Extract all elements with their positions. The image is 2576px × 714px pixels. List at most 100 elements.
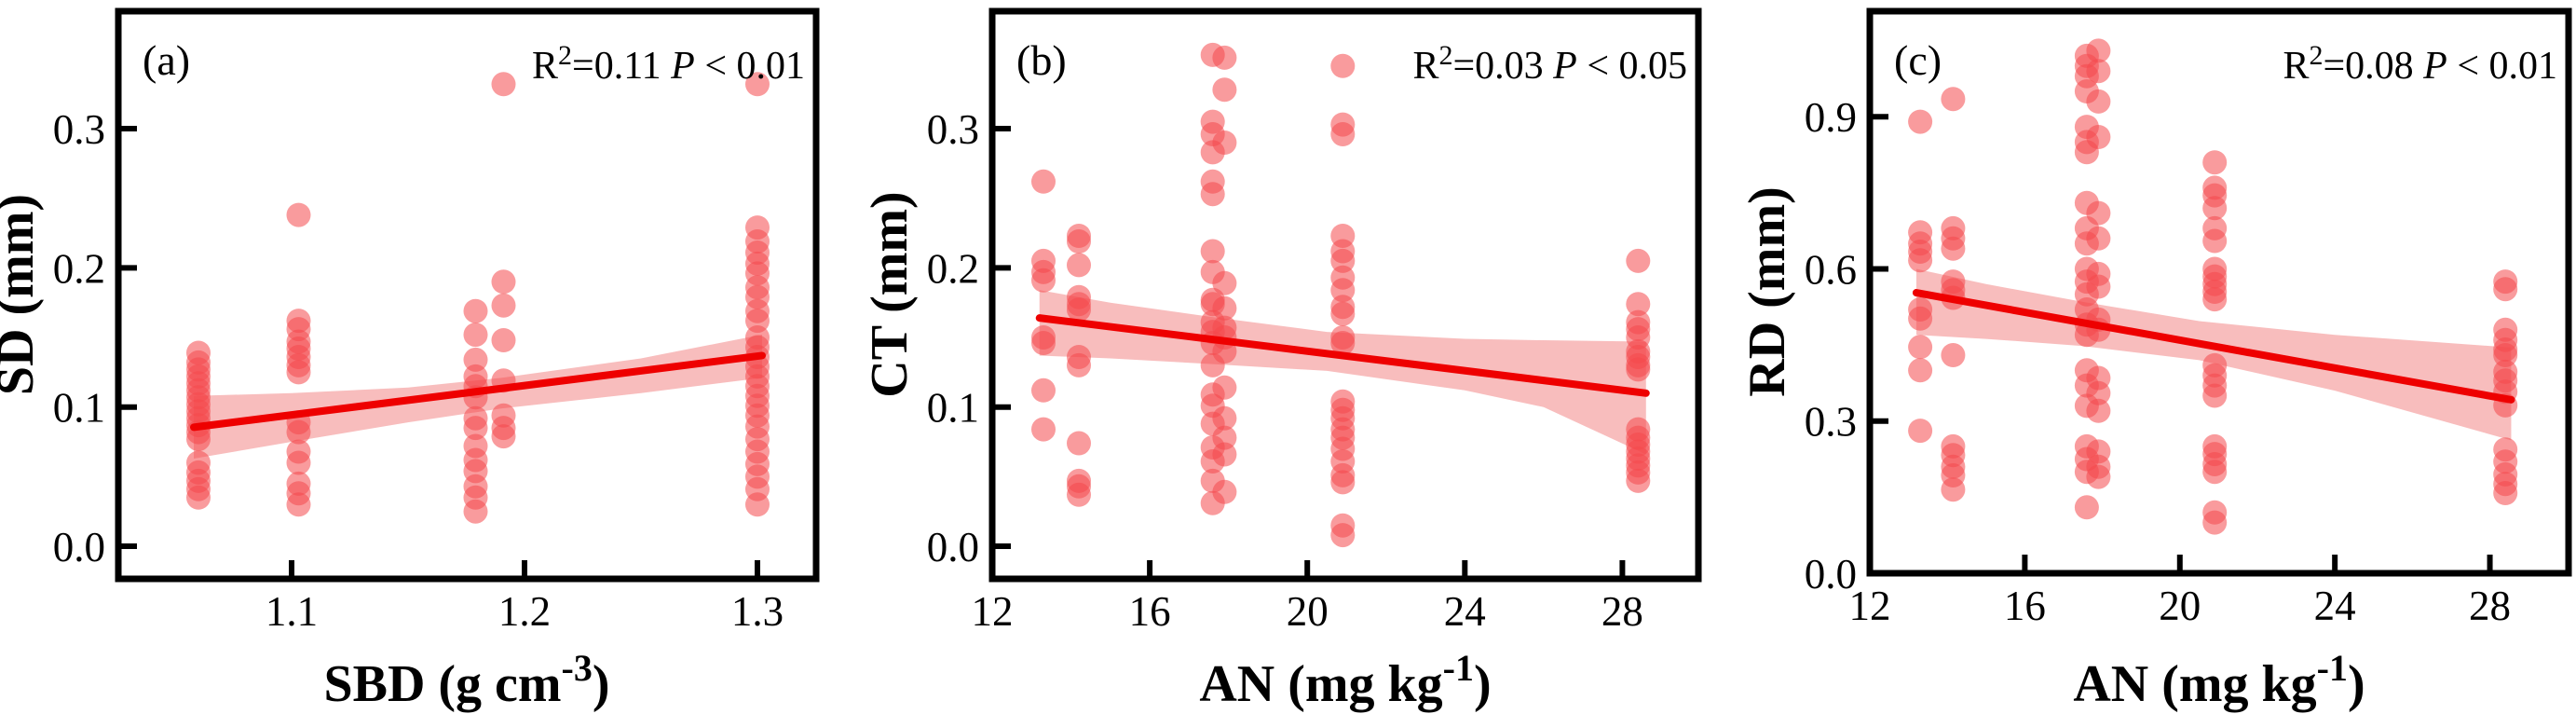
stats-annotation: R2=0.11 P < 0.01 [532, 40, 805, 88]
data-point [1330, 301, 1356, 326]
data-point [2086, 200, 2111, 226]
data-point [2086, 125, 2111, 149]
data-point [2202, 460, 2228, 485]
data-point [1330, 53, 1356, 78]
data-point [1031, 378, 1056, 403]
data-point [186, 427, 211, 452]
data-point [286, 202, 311, 227]
y-tick-label: 0.3 [53, 106, 105, 153]
y-tick-label: 0.3 [1805, 399, 1857, 446]
panel-label: (a) [143, 36, 190, 84]
panel-b-plot-area: 12 16 20 24 28 0.0 0.1 0.2 0.3 [927, 7, 1702, 635]
x-tick-label: 12 [972, 588, 1014, 635]
regression-line [1035, 314, 1650, 397]
data-point [1626, 468, 1651, 493]
data-point [1031, 169, 1056, 194]
data-point [463, 499, 488, 524]
data-point [463, 298, 488, 323]
data-point [1212, 270, 1237, 295]
data-point [1908, 109, 1933, 134]
data-point [1031, 331, 1056, 355]
data-point [491, 328, 516, 352]
y-tick-label: 0.3 [927, 106, 979, 153]
x-tick-label: 16 [1129, 588, 1171, 635]
data-point [463, 416, 488, 441]
data-point [1626, 292, 1651, 317]
data-point [1941, 236, 1966, 261]
data-point [1330, 470, 1356, 495]
panel-label: (c) [1894, 36, 1942, 84]
data-point [1212, 295, 1237, 321]
data-point [1908, 306, 1933, 331]
y-tick-label: 0.9 [1805, 94, 1857, 141]
data-point [2086, 59, 2111, 84]
data-point [1330, 331, 1356, 355]
data-point [2202, 510, 2228, 535]
x-tick-label: 28 [1601, 588, 1643, 635]
y-axis-title: CT (mm) [861, 191, 919, 397]
data-point [2202, 150, 2228, 175]
data-point [745, 309, 770, 334]
data-point [1212, 375, 1237, 400]
data-point [1031, 417, 1056, 442]
data-point [1212, 45, 1237, 70]
data-point [1212, 442, 1237, 467]
panel-c-chart: 12 16 20 24 28 0.0 0.3 0.6 0.9 RD (mm) AN (mg kg… [1738, 7, 2572, 713]
data-point [1067, 297, 1091, 323]
plot-border [115, 7, 820, 583]
data-point [491, 269, 516, 295]
data-point [463, 323, 488, 348]
data-point [186, 485, 211, 510]
x-tick-label: 1.2 [498, 588, 551, 635]
data-point [745, 492, 770, 517]
data-point [2202, 383, 2228, 408]
data-point [491, 72, 516, 97]
data-point [1067, 253, 1091, 278]
regression-line [190, 351, 766, 432]
data-point [286, 450, 311, 475]
data-point [1031, 268, 1056, 293]
y-axis-title: RD (mm) [1738, 186, 1796, 396]
plot-border [1866, 7, 2572, 577]
panel-a-plot-area: 1.1 1.2 1.3 0.0 0.1 0.2 0.3 [53, 7, 820, 635]
data-point [2493, 481, 2518, 505]
stats-annotation: R2=0.03 P < 0.05 [1412, 40, 1687, 88]
x-tick-label: 24 [2314, 583, 2356, 629]
y-tick-label: 0.6 [1805, 246, 1857, 293]
plot-border [988, 7, 1702, 583]
y-axis-title: SD (mm) [0, 194, 45, 395]
data-point [1908, 248, 1933, 273]
data-point [2086, 89, 2111, 114]
data-point [1330, 248, 1356, 273]
data-point [2493, 343, 2518, 367]
data-point [1941, 87, 1966, 112]
data-point [2086, 464, 2111, 489]
x-axis-title: AN (mg kg-1) [1199, 647, 1491, 713]
data-point [1067, 229, 1091, 254]
data-point [1067, 431, 1091, 456]
data-point [491, 293, 516, 318]
data-point [1212, 130, 1237, 155]
x-tick-label: 20 [1287, 588, 1329, 635]
data-point [1067, 352, 1091, 378]
data-point [491, 424, 516, 449]
x-tick-label: 28 [2469, 583, 2511, 629]
x-axis-title: AN (mg kg-1) [2073, 647, 2365, 713]
data-point [1908, 335, 1933, 360]
y-tick-label: 0.1 [927, 385, 979, 432]
x-axis-title: SBD (g cm-3) [323, 647, 609, 713]
data-point [463, 347, 488, 372]
data-point [1200, 182, 1225, 207]
y-tick-label: 0.1 [53, 385, 105, 432]
data-point [2202, 287, 2228, 312]
data-point [286, 419, 311, 445]
data-point [1626, 248, 1651, 273]
data-point [2086, 38, 2111, 63]
data-point [2086, 380, 2111, 405]
data-point [1212, 77, 1237, 103]
panel-b-chart: 12 16 20 24 28 0.0 0.1 0.2 0.3 CT (mm) AN (mg kg… [861, 7, 1702, 713]
regression-line [1912, 289, 2515, 404]
data-point [2086, 398, 2111, 423]
data-point [1941, 477, 1966, 502]
